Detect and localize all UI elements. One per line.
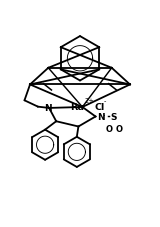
Text: 2+: 2+ [85, 97, 95, 103]
Text: -: - [104, 97, 106, 103]
Text: S: S [110, 113, 117, 121]
Text: N: N [97, 113, 104, 121]
Text: Ru: Ru [70, 102, 84, 111]
Text: N: N [44, 104, 51, 112]
Text: ·: · [103, 112, 106, 121]
Text: O: O [106, 125, 113, 133]
Text: Cl: Cl [94, 102, 104, 111]
Text: O: O [116, 125, 123, 133]
